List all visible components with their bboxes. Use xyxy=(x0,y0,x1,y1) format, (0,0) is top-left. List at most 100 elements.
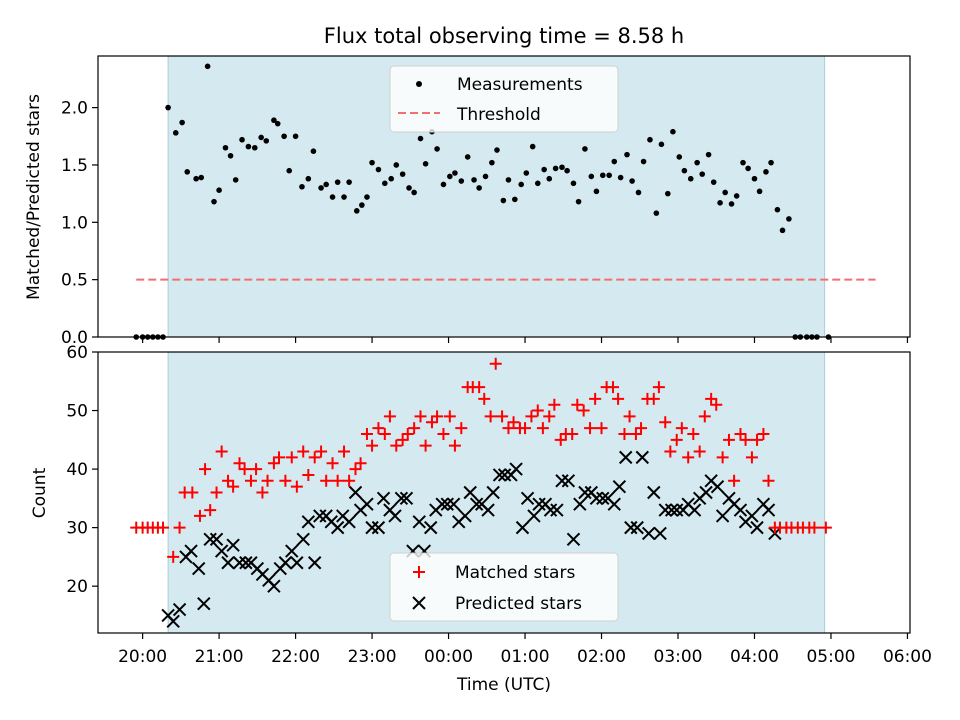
predicted-stars-point xyxy=(342,515,356,529)
predicted-stars-point xyxy=(184,544,198,558)
predicted-stars-point xyxy=(555,474,569,488)
matched-stars-point xyxy=(390,439,403,452)
matched-stars-point xyxy=(338,445,351,458)
measurement-point xyxy=(705,151,712,158)
predicted-stars-point xyxy=(635,450,650,465)
matched-stars-point xyxy=(448,439,461,452)
matched-stars-point xyxy=(595,422,608,435)
measurement-point xyxy=(292,133,299,140)
legend-threshold-label: Threshold xyxy=(456,105,541,125)
predicted-stars-point xyxy=(348,485,363,500)
measurement-point xyxy=(687,175,694,182)
predicted-stars-point xyxy=(596,491,610,506)
measurement-point xyxy=(476,185,482,191)
predicted-stars-point xyxy=(733,503,748,517)
measurement-point xyxy=(606,172,612,179)
predicted-stars-point xyxy=(239,556,253,570)
predicted-stars-point xyxy=(446,497,461,511)
bottom-x-axis: 20:00 21:00 22:00 23:00 00:00 01:00 02:00 03:00… xyxy=(118,633,932,667)
y-tick-label: 60 xyxy=(66,343,88,363)
predicted-stars-point xyxy=(699,485,713,500)
x-tick-label: 03:00 xyxy=(654,647,703,667)
predicted-stars-point xyxy=(532,497,546,511)
measurement-point xyxy=(417,135,424,142)
predicted-stars-point xyxy=(394,491,409,506)
predicted-stars-point xyxy=(376,491,391,506)
measurement-point xyxy=(245,143,252,150)
measurement-point xyxy=(172,130,179,136)
matched-stars-point xyxy=(705,392,718,405)
matched-stars-point xyxy=(478,392,491,405)
predicted-stars-point xyxy=(435,497,449,511)
predicted-stars-point xyxy=(761,503,776,517)
x-tick-label: 21:00 xyxy=(195,647,244,667)
matched-stars-point xyxy=(443,410,456,423)
predicted-stars-point xyxy=(423,520,438,535)
measurement-point xyxy=(518,181,525,188)
matched-stars-point xyxy=(531,404,544,417)
matched-stars-point xyxy=(502,422,515,435)
measurement-point xyxy=(211,198,217,205)
matched-stars-point xyxy=(425,416,438,429)
matched-stars-point xyxy=(308,451,321,464)
matched-stars-point xyxy=(739,433,752,446)
predicted-stars-point xyxy=(710,479,725,494)
legend-measurements-marker xyxy=(416,81,422,87)
x-tick-label: 01:00 xyxy=(501,647,550,667)
measurement-point xyxy=(629,178,635,184)
measurement-point xyxy=(694,159,700,166)
matched-stars-point xyxy=(315,445,328,458)
predicted-stars-point xyxy=(301,515,316,529)
predicted-stars-point xyxy=(658,503,672,517)
predicted-stars-point xyxy=(670,503,684,517)
matched-stars-point xyxy=(204,504,217,517)
predicted-stars-point xyxy=(440,497,454,511)
matched-stars-point xyxy=(167,550,180,563)
measurement-point xyxy=(611,158,618,165)
measurement-point xyxy=(263,138,270,144)
x-tick-label: 00:00 xyxy=(424,647,473,667)
bottom-y-axis: 20 30 40 50 60 xyxy=(66,343,98,597)
measurement-point xyxy=(323,181,329,188)
matched-stars-point xyxy=(687,427,700,440)
matched-stars-point xyxy=(484,410,497,423)
predicted-stars-point xyxy=(653,526,667,541)
predicted-stars-point xyxy=(226,538,240,552)
matched-stars-point xyxy=(250,463,263,476)
predicted-stars-point xyxy=(497,468,512,482)
x-axis-label: Time (UTC) xyxy=(456,675,551,695)
measurement-point xyxy=(388,175,394,182)
legend-matched-label: Matched stars xyxy=(455,563,575,583)
measurement-point xyxy=(411,189,417,196)
measurement-point xyxy=(728,201,735,207)
measurement-point xyxy=(318,185,324,191)
measurement-point xyxy=(588,173,595,180)
predicted-stars-point xyxy=(469,497,484,511)
y-tick-label: 30 xyxy=(66,519,88,539)
matched-stars-point xyxy=(606,381,619,394)
measurement-point xyxy=(286,167,293,174)
matched-stars-point xyxy=(331,474,344,487)
y-tick-label: 1.0 xyxy=(61,213,88,233)
matched-stars-point xyxy=(349,463,362,476)
predicted-stars-point xyxy=(624,520,638,535)
legend-predicted-marker xyxy=(412,596,426,610)
measurement-point xyxy=(774,206,781,213)
matched-stars-point xyxy=(507,416,520,429)
matched-stars-point xyxy=(519,422,532,435)
measurement-point xyxy=(699,171,706,177)
top-x-tick-marks xyxy=(142,337,909,343)
y-tick-label: 2.0 xyxy=(61,99,88,119)
legend-measurements-label: Measurements xyxy=(457,75,583,95)
measurement-point xyxy=(375,166,382,173)
predicted-stars-point xyxy=(399,491,414,506)
measurement-point xyxy=(399,171,406,177)
measurement-point xyxy=(346,179,352,185)
predicted-stars-point xyxy=(715,509,730,523)
x-tick-label: 22:00 xyxy=(271,647,320,667)
matched-stars-point xyxy=(734,427,747,440)
top-y-axis-label: Matched/Predicted stars xyxy=(24,94,44,300)
matched-stars-point xyxy=(233,457,246,470)
measurement-point xyxy=(733,193,740,199)
matched-stars-point xyxy=(716,451,729,464)
